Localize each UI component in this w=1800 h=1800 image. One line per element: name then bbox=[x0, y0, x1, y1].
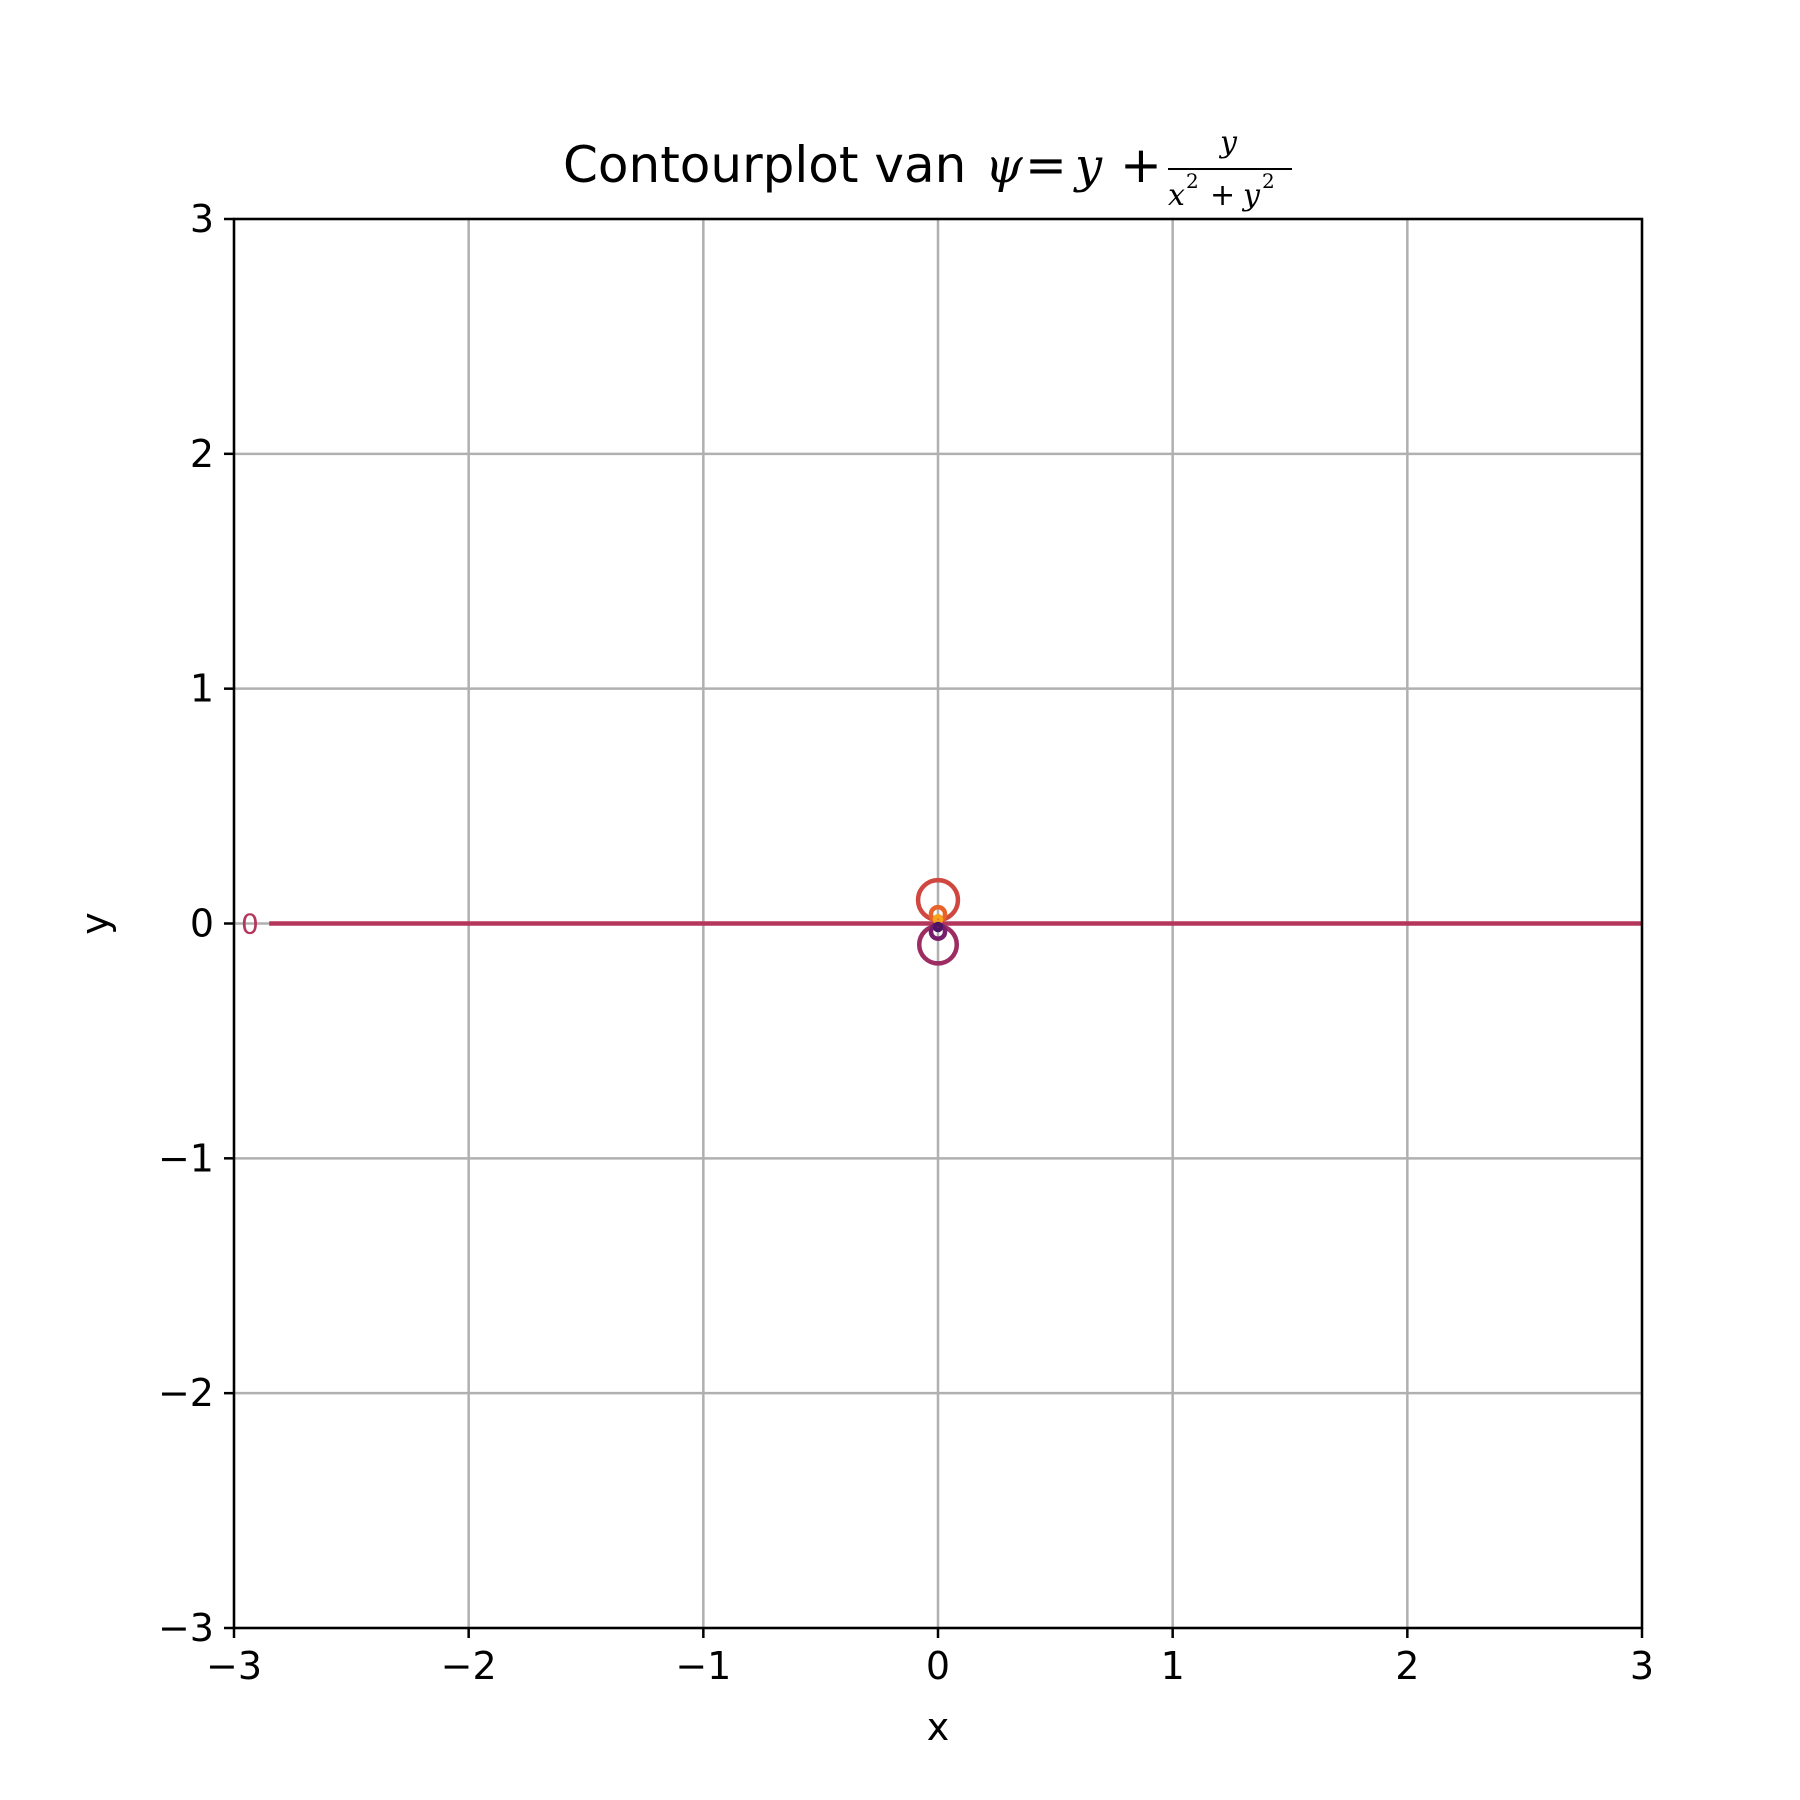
x-axis-label: x bbox=[927, 1705, 950, 1749]
y-tick-label-4: 1 bbox=[190, 667, 214, 711]
title-prefix: Contourplot van bbox=[563, 136, 966, 194]
contour-lower-inner bbox=[932, 921, 944, 933]
title-denominator-plus: + bbox=[1210, 178, 1235, 213]
y-tick-label-6: 3 bbox=[190, 197, 214, 241]
title-equals: = bbox=[1025, 136, 1067, 194]
x-tick-label-3: 0 bbox=[926, 1644, 950, 1688]
title-y-term: y bbox=[1073, 138, 1103, 194]
x-tick-label-5: 2 bbox=[1395, 1644, 1419, 1688]
title-psi: ψ bbox=[985, 138, 1024, 194]
contour-label-zero: 0 bbox=[241, 908, 259, 941]
title-numerator: y bbox=[1218, 125, 1238, 160]
y-tick-label-0: −3 bbox=[158, 1606, 214, 1650]
title-plus: + bbox=[1120, 136, 1162, 194]
title-denominator-x: x bbox=[1168, 178, 1185, 213]
axis-ticks: −3 −2 −1 0 1 2 3 −3 −2 −1 0 1 2 3 bbox=[158, 197, 1654, 1688]
title-denominator-y-exponent: 2 bbox=[1262, 169, 1275, 193]
y-tick-label-2: −1 bbox=[158, 1136, 214, 1180]
contour-lines: 0 bbox=[241, 877, 1642, 966]
title-denominator-y: y bbox=[1241, 178, 1261, 213]
y-tick-label-3: 0 bbox=[190, 902, 214, 946]
x-tick-label-4: 1 bbox=[1161, 1644, 1185, 1688]
x-tick-label-0: −3 bbox=[206, 1644, 262, 1688]
y-tick-label-1: −2 bbox=[158, 1371, 214, 1415]
x-tick-label-1: −2 bbox=[441, 1644, 497, 1688]
chart-title: Contourplot van ψ = y + y x 2 + y 2 bbox=[563, 125, 1292, 213]
title-denominator-x-exponent: 2 bbox=[1186, 169, 1199, 193]
y-tick-label-5: 2 bbox=[190, 432, 214, 476]
y-axis-label: y bbox=[73, 912, 117, 935]
x-tick-label-2: −1 bbox=[675, 1644, 731, 1688]
x-tick-label-6: 3 bbox=[1630, 1644, 1654, 1688]
